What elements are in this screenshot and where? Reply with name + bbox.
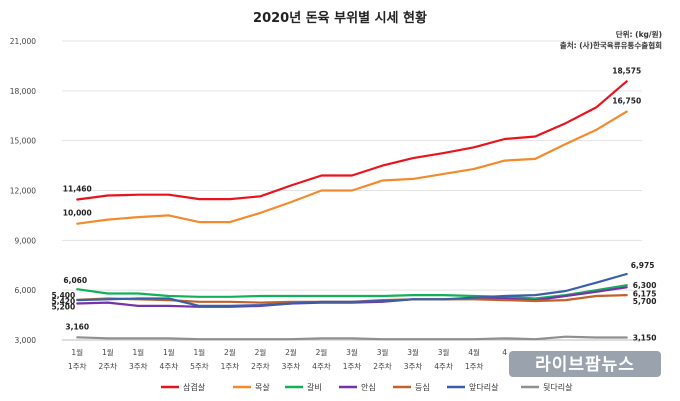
legend-label: 목살 — [255, 383, 270, 392]
x-tick-month: 2월 — [255, 347, 267, 357]
grid-lines — [62, 40, 642, 341]
watermark: 라이브팜뉴스 — [509, 351, 661, 377]
x-tick-week: 1주차 — [465, 362, 484, 371]
legend-label: 안심 — [361, 382, 376, 392]
data-label: 5,700 — [633, 297, 657, 306]
data-label: 6,175 — [633, 289, 657, 298]
x-tick-month: 3월 — [407, 347, 419, 357]
data-label: 6,975 — [631, 261, 655, 270]
x-tick-week: 3주차 — [129, 362, 148, 371]
data-label: 10,000 — [63, 209, 92, 218]
x-tick-month: 1월 — [163, 347, 175, 357]
data-labels: 11,460 18,575 10,000 16,750 6,060 6,300 5,200 6… — [52, 66, 657, 342]
watermark-background — [509, 351, 661, 377]
x-tick-week: 1주차 — [68, 362, 87, 371]
x-axis: 1월 1주차 1월 2주차 1월 3주차 1월 4주차 1월 5주차 2월 1주차 2월 2주차 2월 3주차… — [68, 347, 507, 371]
x-tick-month: 3월 — [377, 347, 389, 357]
x-tick-month: 4월 — [468, 347, 480, 357]
y-tick-label: 9,000 — [15, 236, 37, 245]
x-tick-month: 2월 — [224, 347, 236, 357]
x-tick-week: 2주차 — [99, 362, 118, 371]
x-tick-week: 1주차 — [221, 362, 240, 371]
data-label: 6,060 — [63, 276, 87, 285]
x-tick-month: 1월 — [71, 347, 83, 357]
chart-title: 2020년 돈육 부위별 시세 현황 — [253, 10, 427, 26]
data-label: 5,200 — [52, 302, 76, 311]
y-tick-label: 6,000 — [15, 286, 37, 295]
legend-label: 갈비 — [307, 383, 322, 392]
x-tick-week: 3주차 — [404, 362, 423, 371]
data-label: 11,460 — [63, 184, 92, 193]
legend-label: 뒷다리살 — [543, 383, 573, 392]
data-label: 5,400 — [52, 291, 76, 300]
series-line-5 — [76, 272, 628, 307]
y-tick-label: 18,000 — [10, 87, 36, 96]
x-tick-week: 5주차 — [190, 362, 209, 371]
legend-label: 삼겹살 — [183, 382, 206, 392]
series-line-2 — [76, 284, 628, 300]
x-tick-week: 2주차 — [373, 362, 392, 371]
x-tick-week: 4주차 — [434, 362, 453, 371]
data-label: 3,150 — [633, 334, 657, 343]
y-tick-label: 12,000 — [10, 187, 36, 196]
series-line-6 — [76, 335, 628, 341]
legend: 삼겹살 목살 갈비 안심 등심 앞다리살 뒷다리살 — [161, 382, 573, 392]
x-tick-week: 4주차 — [160, 362, 179, 371]
data-label: 16,750 — [612, 97, 641, 106]
x-tick-week: 4주차 — [312, 362, 331, 371]
series-line-0 — [76, 80, 628, 201]
data-label: 18,575 — [612, 66, 641, 75]
y-tick-label: 3,000 — [15, 336, 37, 345]
x-tick-month: 1월 — [132, 347, 144, 357]
x-tick-month: 1월 — [194, 347, 206, 357]
series-lines — [76, 80, 628, 341]
x-tick-month: 3월 — [346, 347, 358, 357]
legend-label: 앞다리살 — [469, 382, 499, 392]
legend-label: 등심 — [415, 382, 430, 392]
data-label: 6,300 — [633, 281, 657, 290]
x-tick-month: 4 — [502, 348, 507, 357]
unit-note: 단위: (kg/원) — [616, 29, 662, 39]
watermark-text: 라이브팜뉴스 — [535, 355, 635, 375]
series-line-1 — [76, 110, 628, 225]
source-note: 출처: (사)한국육류유통수출협회 — [560, 40, 662, 50]
y-tick-label: 15,000 — [10, 137, 36, 146]
data-label: 3,160 — [65, 322, 89, 331]
x-tick-month: 3월 — [438, 347, 450, 357]
x-tick-week: 1주차 — [343, 362, 362, 371]
x-tick-week: 2주차 — [251, 362, 270, 371]
x-tick-month: 1월 — [102, 347, 114, 357]
x-tick-month: 2월 — [316, 347, 328, 357]
x-tick-week: 3주차 — [282, 362, 301, 371]
y-tick-label: 21,000 — [10, 37, 36, 46]
y-axis: 3,000 6,000 9,000 12,000 15,000 18,000 21,000 — [10, 37, 36, 345]
data-label: 5,420 — [52, 297, 76, 306]
x-tick-month: 2월 — [285, 347, 297, 357]
